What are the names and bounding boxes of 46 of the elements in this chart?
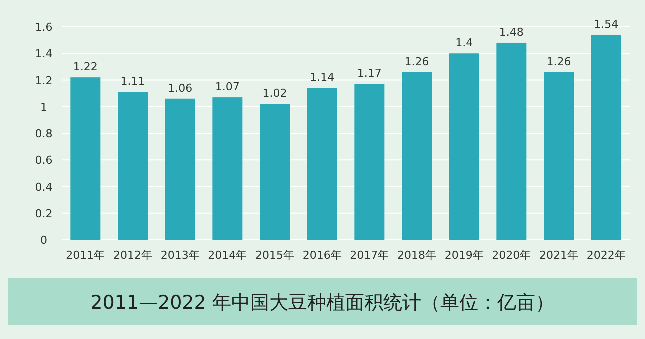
- data-label: 1.02: [262, 87, 288, 100]
- bar: [402, 72, 432, 240]
- x-tick-label: 2022年: [586, 249, 626, 262]
- y-tick-label: 1.6: [35, 21, 53, 34]
- x-tick-label: 2016年: [302, 249, 342, 262]
- bar: [212, 98, 243, 240]
- x-tick-label: 2017年: [350, 249, 390, 262]
- data-label: 1.26: [546, 55, 572, 68]
- y-tick-label: 0.2: [35, 207, 53, 220]
- y-tick-label: 1: [40, 100, 48, 114]
- data-label: 1.54: [594, 18, 619, 31]
- data-label: 1.22: [73, 60, 98, 74]
- data-label: 1.4: [456, 36, 474, 50]
- data-label: 1.14: [310, 71, 335, 84]
- bar: [70, 78, 101, 240]
- x-tick-label: 2012年: [114, 249, 152, 262]
- x-tick-label: 2015年: [256, 249, 294, 262]
- bar: [307, 88, 338, 240]
- bar: [496, 42, 527, 240]
- y-tick-label: 0.8: [35, 128, 53, 140]
- data-label: 1.07: [215, 80, 240, 94]
- y-tick-label: 0: [40, 234, 48, 247]
- bar: [260, 104, 290, 240]
- data-label: 1.26: [404, 55, 430, 68]
- y-tick-label: 1.4: [35, 48, 53, 61]
- x-tick-label: 2018年: [398, 249, 436, 262]
- data-label: 1.48: [499, 26, 524, 39]
- bar: [544, 72, 574, 240]
- y-tick-label: 1.2: [35, 74, 53, 88]
- bar: [449, 54, 480, 240]
- text: 2011—2022 年中国大豆种植面积统计（单位：亿亩）: [90, 292, 554, 314]
- bar: [354, 84, 385, 240]
- data-label: 1.17: [357, 67, 382, 80]
- bar: [591, 34, 622, 240]
- x-tick-label: 2013年: [160, 249, 200, 262]
- x-tick-label: 2021年: [540, 249, 578, 262]
- x-tick-label: 2020年: [492, 249, 532, 262]
- x-tick-label: 2014年: [208, 249, 248, 262]
- data-label: 1.11: [120, 75, 146, 88]
- y-tick-label: 0.6: [35, 154, 53, 168]
- x-tick-label: 2011年: [66, 249, 106, 262]
- data-label: 1.06: [168, 82, 193, 95]
- bar: [118, 92, 148, 240]
- x-tick-label: 2019年: [444, 249, 484, 262]
- bar: [165, 98, 196, 240]
- y-tick-label: 0.4: [35, 180, 53, 194]
